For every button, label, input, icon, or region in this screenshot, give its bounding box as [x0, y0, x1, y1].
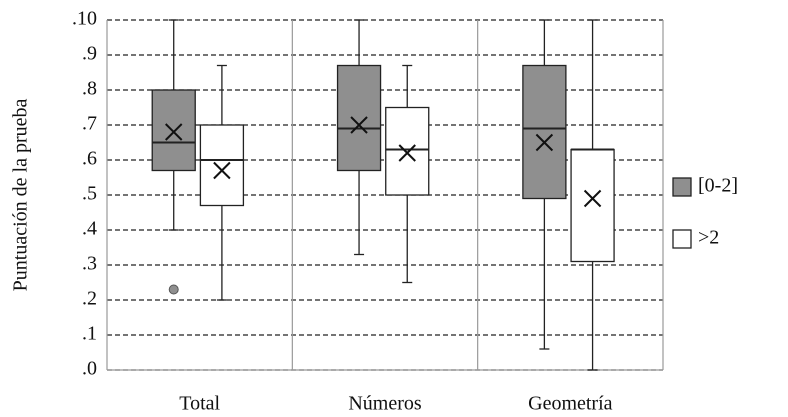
x-tick-label: Total [179, 393, 220, 415]
y-tick-label: .3 [82, 253, 97, 275]
box [199, 124, 245, 207]
box [522, 64, 567, 200]
mean-marker [398, 144, 416, 162]
x-tick-label: Números [348, 393, 422, 415]
x-tick-label: Geometría [528, 393, 613, 415]
outlier [168, 284, 179, 295]
legend-label: >2 [698, 227, 719, 249]
mean-marker [583, 189, 602, 208]
mean-marker [165, 123, 183, 141]
y-tick-label: .8 [82, 78, 97, 100]
y-tick-label: .4 [82, 218, 97, 240]
box [385, 106, 430, 196]
box [151, 89, 196, 172]
y-tick-label: .7 [82, 113, 97, 135]
y-tick-label: .9 [82, 43, 97, 65]
y-tick-label: .1 [82, 323, 97, 345]
y-tick-label: .6 [82, 148, 97, 170]
y-tick-label: .10 [72, 8, 97, 30]
legend-swatch [672, 177, 692, 197]
y-tick-label: .5 [82, 183, 97, 205]
box [570, 148, 615, 263]
y-axis-title: Puntuación de la prueba [10, 99, 32, 292]
y-tick-label: .2 [82, 288, 97, 310]
mean-marker [535, 133, 554, 152]
y-tick-label: .0 [82, 358, 97, 380]
box [336, 64, 382, 172]
mean-marker [213, 161, 231, 180]
legend-label: [0-2] [698, 175, 738, 197]
legend-swatch [672, 229, 692, 249]
mean-marker [350, 116, 368, 134]
